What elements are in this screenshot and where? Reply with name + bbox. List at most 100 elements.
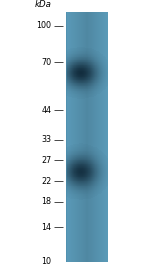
Bar <box>76 190 77 191</box>
Bar <box>85 64 86 65</box>
Bar <box>85 48 86 49</box>
Bar <box>85 86 86 87</box>
Bar <box>106 12 107 262</box>
Bar <box>79 159 80 160</box>
Bar <box>98 80 99 81</box>
Bar <box>82 171 83 172</box>
Bar <box>69 158 70 159</box>
Bar <box>82 48 83 49</box>
Bar <box>83 85 84 86</box>
Bar <box>88 159 89 160</box>
Bar <box>77 49 78 50</box>
Bar <box>103 176 104 177</box>
Bar <box>100 88 101 89</box>
Bar <box>75 148 76 149</box>
Bar <box>93 60 94 61</box>
Bar <box>67 178 68 179</box>
Bar <box>104 12 105 262</box>
Bar <box>93 54 94 55</box>
Bar <box>100 151 101 152</box>
Bar <box>98 59 99 60</box>
Bar <box>88 196 89 197</box>
Bar <box>75 149 76 150</box>
Bar <box>70 50 71 51</box>
Bar <box>103 62 104 63</box>
Bar <box>104 81 105 82</box>
Bar <box>81 176 82 177</box>
Bar <box>96 93 97 94</box>
Bar <box>71 93 72 94</box>
Bar <box>71 183 72 184</box>
Bar <box>94 159 95 160</box>
Bar <box>69 68 70 69</box>
Bar <box>74 144 75 145</box>
Bar <box>94 191 95 192</box>
Bar <box>103 163 104 164</box>
Bar <box>102 171 103 172</box>
Bar <box>94 150 95 151</box>
Bar <box>88 152 89 153</box>
Bar <box>98 64 99 65</box>
Bar <box>86 149 87 150</box>
Bar <box>82 198 83 199</box>
Bar <box>70 167 71 168</box>
Bar <box>90 91 91 92</box>
Bar <box>79 58 80 59</box>
Bar <box>104 88 105 89</box>
Bar <box>107 163 108 164</box>
Bar <box>98 167 99 168</box>
Bar <box>74 165 75 166</box>
Bar <box>93 93 94 94</box>
Bar <box>78 76 79 77</box>
Bar <box>89 170 90 171</box>
Bar <box>80 163 81 164</box>
Bar <box>106 182 107 183</box>
Bar <box>94 172 95 173</box>
Bar <box>80 152 81 153</box>
Bar <box>86 76 87 77</box>
Bar <box>90 57 91 58</box>
Bar <box>81 59 82 60</box>
Bar <box>95 77 96 78</box>
Bar <box>98 75 99 76</box>
Bar <box>90 177 91 178</box>
Bar <box>82 181 83 182</box>
Bar <box>77 173 78 174</box>
Bar <box>101 164 102 165</box>
Bar <box>98 88 99 89</box>
Bar <box>86 163 87 164</box>
Bar <box>79 182 80 183</box>
Bar <box>84 49 85 50</box>
Bar <box>76 57 77 58</box>
Bar <box>86 71 87 72</box>
Bar <box>77 187 78 188</box>
Bar <box>92 61 93 62</box>
Bar <box>88 198 89 199</box>
Bar <box>86 166 87 167</box>
Bar <box>70 87 71 88</box>
Bar <box>77 147 78 148</box>
Bar <box>77 98 78 99</box>
Bar <box>100 157 101 158</box>
Bar <box>67 174 68 175</box>
Bar <box>81 89 82 90</box>
Bar <box>76 163 77 164</box>
Bar <box>68 82 69 83</box>
Bar <box>99 75 100 76</box>
Bar <box>88 193 89 194</box>
Bar <box>105 81 106 82</box>
Bar <box>107 76 108 77</box>
Bar <box>73 168 74 169</box>
Bar <box>90 95 91 96</box>
Bar <box>107 65 108 66</box>
Bar <box>77 58 78 59</box>
Bar <box>81 168 82 169</box>
Bar <box>78 155 79 156</box>
Bar <box>76 147 77 148</box>
Bar <box>103 181 104 182</box>
Bar <box>94 147 95 148</box>
Bar <box>97 66 98 67</box>
Bar <box>70 182 71 183</box>
Bar <box>68 193 69 194</box>
Bar <box>78 167 79 168</box>
